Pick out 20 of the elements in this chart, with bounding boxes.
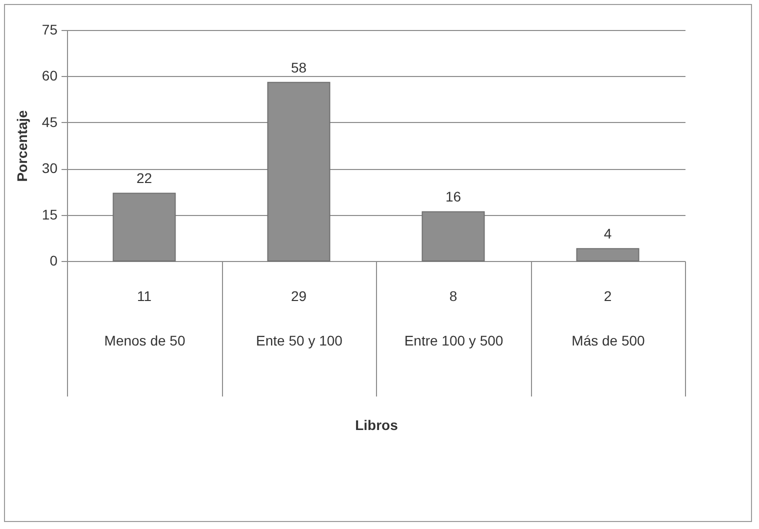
text: 11 [136,288,152,304]
x-tick-label: Más de 500 [572,332,646,348]
x-axis-title: Libros [355,417,398,433]
y-tick-label: 0 [50,252,58,268]
text: 2 [604,288,612,304]
y-axis-title: Porcentaje [14,110,30,182]
x-tick-label: Entre 100 y 500 [404,332,504,348]
x-tick-label: Ente 50 y 100 [256,332,343,348]
data-label: 16 [445,188,462,205]
text: 29 [290,288,307,304]
y-tick-label: 45 [42,114,58,130]
y-tick-label: 75 [42,22,58,38]
x-tick-label: Menos de 50 [104,332,186,348]
y-tick-label: 30 [42,160,58,176]
y-tick-label: 60 [42,68,58,84]
data-label: 22 [136,170,152,186]
y-tick-label: 15 [42,206,58,222]
data-label: 4 [604,226,612,242]
text: 8 [449,288,458,304]
data-label: 58 [290,59,307,76]
